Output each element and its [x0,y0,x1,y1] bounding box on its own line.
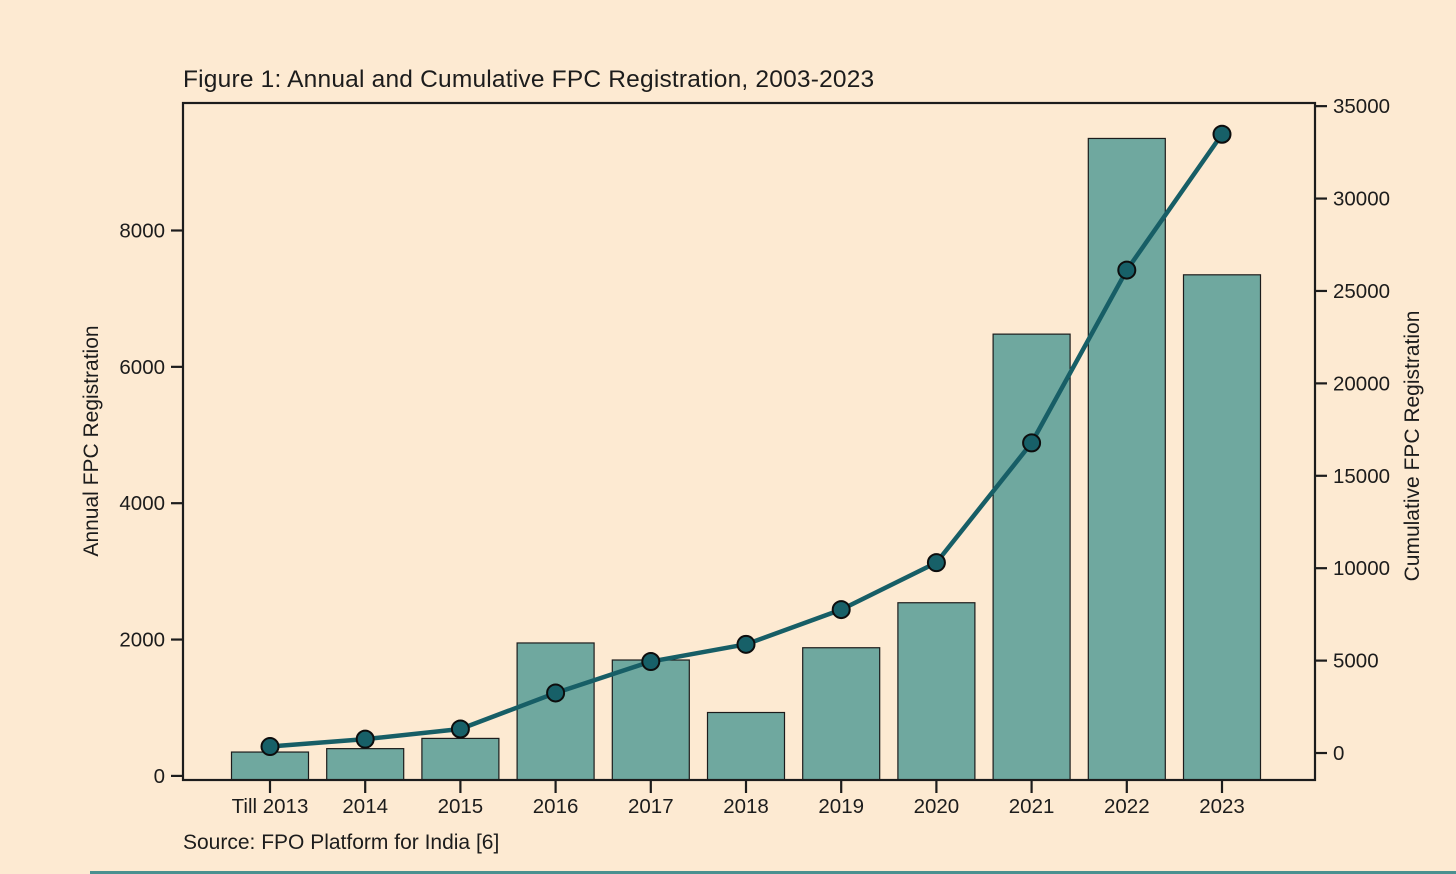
x-tick-label-2020: 2020 [914,795,960,818]
cumulative-marker-2016 [546,683,566,703]
right-tick-label-20000: 20000 [1333,372,1390,395]
cumulative-marker-2018 [736,634,756,654]
bar-2015 [421,737,500,781]
x-tick-label-2015: 2015 [438,795,484,818]
bar-2018 [706,711,786,781]
cumulative-marker-2015 [450,719,470,739]
x-tick-label-2019: 2019 [818,795,864,818]
bar-2019 [802,647,881,781]
plot-border [181,101,1317,782]
bar-2022 [1087,137,1166,781]
cumulative-marker-2019 [831,600,851,620]
right-tick-label-30000: 30000 [1333,188,1390,211]
x-tick-label-till-2013: Till 2013 [232,795,309,818]
bar-2014 [326,748,405,781]
right-tick-label-15000: 15000 [1333,465,1390,488]
left-tick-label-6000: 6000 [119,356,165,379]
cumulative-marker-2021 [1022,433,1042,453]
right-tick-label-25000: 25000 [1333,280,1390,303]
x-tick-label-2022: 2022 [1104,795,1150,818]
cumulative-marker-2014 [355,729,375,749]
figure-title: Figure 1: Annual and Cumulative FPC Regi… [183,66,875,93]
left-tick-label-0: 0 [154,765,165,788]
cumulative-marker-2022 [1117,260,1137,280]
right-tick-label-5000: 5000 [1333,650,1379,673]
bar-2016 [516,642,595,781]
bar-2021 [992,333,1071,781]
x-tick-label-2016: 2016 [533,795,579,818]
cumulative-line [267,131,1225,749]
bar-till-2013 [230,751,310,781]
bottom-teal-strip [90,871,1456,874]
source-note: Source: FPO Platform for India [6] [183,831,500,854]
x-tick-label-2023: 2023 [1199,795,1245,818]
left-tick-label-4000: 4000 [119,492,165,515]
cumulative-marker-2023 [1212,124,1232,144]
left-tick-label-2000: 2000 [119,629,165,652]
cumulative-marker-2020 [926,553,946,573]
x-tick-label-2018: 2018 [723,795,769,818]
left-tick-label-8000: 8000 [119,219,165,242]
bar-2020 [897,602,976,781]
x-tick-label-2014: 2014 [342,795,388,818]
right-tick-label-0: 0 [1333,742,1344,765]
bar-2023 [1182,274,1262,781]
right-tick-label-35000: 35000 [1333,95,1390,118]
bar-2017 [611,659,690,781]
x-tick-label-2021: 2021 [1009,795,1055,818]
cumulative-marker-2017 [641,652,661,672]
right-tick-label-10000: 10000 [1333,557,1390,580]
cumulative-marker-till-2013 [260,737,280,757]
x-tick-label-2017: 2017 [628,795,674,818]
